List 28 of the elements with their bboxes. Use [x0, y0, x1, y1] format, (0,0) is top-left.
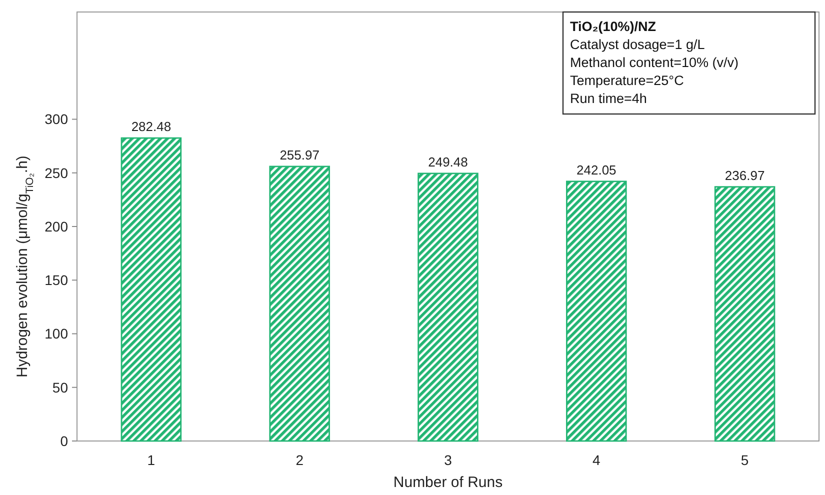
x-tick-label: 1 — [147, 452, 156, 468]
bar — [566, 180, 627, 442]
annotation: Catalyst dosage=1 g/L — [570, 37, 706, 52]
x-axis-title: Number of Runs — [393, 474, 503, 491]
y-tick-label: 200 — [44, 218, 68, 234]
annotation: Run time=4h — [570, 91, 647, 106]
bar — [418, 172, 478, 442]
y-tick-label: 300 — [44, 111, 68, 128]
annotation: Methanol content=10% (v/v) — [570, 55, 738, 70]
data-label: 255.97 — [280, 147, 320, 162]
annotation: TiO₂(10%)/NZ — [570, 19, 656, 34]
data-label: 236.97 — [724, 168, 765, 183]
y-tick-label: 0 — [60, 432, 68, 449]
x-tick-label: 5 — [740, 452, 749, 468]
bar — [269, 166, 330, 442]
x-tick-label: 4 — [592, 452, 600, 468]
x-tick-label: 2 — [296, 452, 304, 468]
bar — [714, 186, 776, 442]
data-label: 242.05 — [576, 162, 616, 178]
y-tick-label: 150 — [44, 272, 68, 288]
y-tick-label: 50 — [52, 379, 68, 396]
data-label: 282.48 — [131, 119, 172, 134]
annotation: Temperature=25°C — [570, 73, 684, 88]
x-tick-label: 3 — [444, 452, 452, 468]
data-label: 249.48 — [428, 154, 468, 170]
bar — [120, 137, 182, 442]
y-tick-label: 100 — [44, 326, 68, 342]
y-tick-label: 250 — [44, 164, 68, 181]
